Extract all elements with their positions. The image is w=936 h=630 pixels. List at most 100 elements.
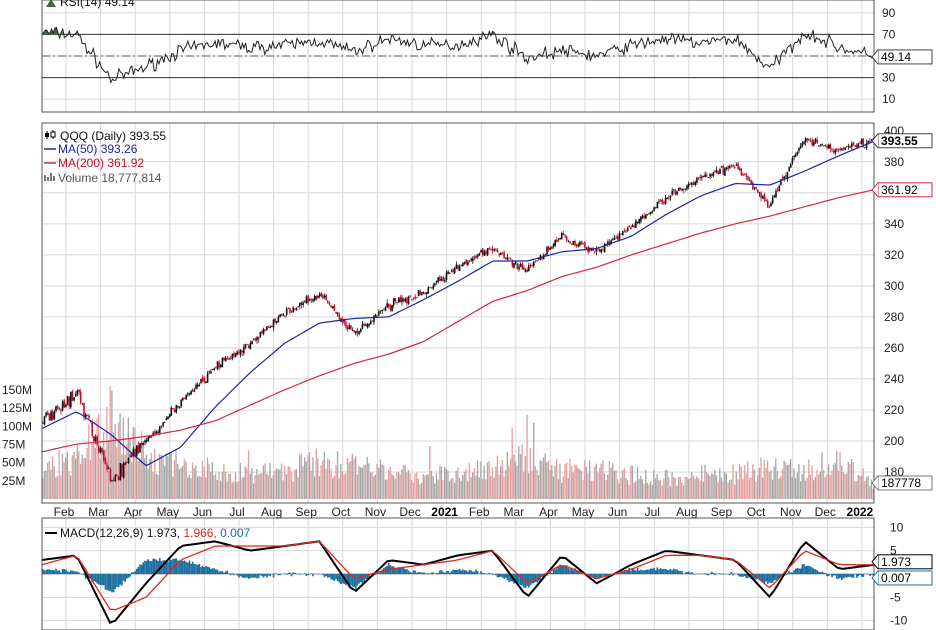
candle-body (414, 296, 416, 299)
macd-histogram-bar (256, 574, 258, 579)
volume-bar (180, 468, 182, 499)
candle-body (106, 464, 108, 470)
volume-bar (358, 466, 360, 499)
volume-bar (582, 480, 584, 499)
rsi-legend-text: RSI(14) 49.14 (60, 0, 135, 9)
candle-body (66, 396, 69, 405)
macd-histogram-bar (592, 574, 594, 577)
candle-body (725, 167, 728, 170)
volume-bar (399, 474, 401, 499)
x-axis-label: Apr (539, 505, 558, 519)
volume-bar (251, 468, 253, 499)
volume-bar (704, 464, 706, 499)
candle-body (271, 325, 273, 327)
volume-bar (374, 474, 377, 499)
candle-body (368, 324, 370, 326)
price-legend-title: QQQ (Daily) 393.55 (60, 129, 166, 143)
candle-body (42, 422, 44, 424)
volume-bar (312, 457, 314, 499)
macd-histogram-bar (266, 574, 268, 578)
x-axis-label: Jul (645, 505, 660, 519)
macd-histogram-bar (452, 569, 454, 574)
candle-body (859, 142, 861, 144)
price-tick-label: 300 (884, 279, 904, 293)
volume-bar (734, 484, 736, 499)
macd-histogram-bar (440, 570, 443, 574)
candle-body (623, 230, 626, 232)
volume-bar (112, 432, 115, 499)
candle-body (107, 468, 110, 469)
macd-histogram-bar (617, 573, 619, 574)
candle-body (834, 149, 837, 154)
volume-bar (104, 449, 106, 499)
volume-bar (569, 458, 571, 499)
volume-bar (429, 445, 431, 499)
volume-bar (241, 477, 243, 499)
candle-body (661, 199, 664, 204)
macd-histogram-bar (806, 565, 809, 574)
candle-body (559, 238, 561, 240)
volume-bar (649, 481, 652, 499)
candle-body (388, 303, 390, 307)
candle-body (187, 393, 189, 395)
candle-body (481, 248, 484, 256)
candle-body (238, 351, 240, 353)
macd-histogram-bar (401, 567, 403, 574)
macd-histogram-bar (676, 569, 678, 574)
candle-body (666, 198, 668, 199)
candle-body (659, 200, 662, 201)
volume-bar (381, 464, 383, 499)
volume-bar (275, 468, 278, 499)
macd-histogram-bar (630, 570, 632, 574)
volume-bar (163, 465, 166, 499)
volume-bar (717, 482, 719, 499)
volume-bar (712, 474, 714, 499)
candle-body (84, 414, 87, 418)
macd-histogram-bar (628, 568, 631, 574)
volume-bar (165, 453, 167, 499)
volume-bar (376, 464, 378, 499)
volume-bar (257, 474, 260, 499)
volume-bar (175, 451, 177, 499)
x-axis-label: Jul (229, 505, 244, 519)
volume-bar (48, 460, 50, 499)
macd-histogram-bar (531, 574, 533, 584)
volume-bar (129, 438, 131, 499)
macd-histogram-bar (706, 574, 708, 575)
candle-body (696, 178, 698, 183)
candle-body (383, 309, 385, 311)
macd-histogram-bar (712, 572, 715, 574)
volume-bar (570, 466, 573, 499)
macd-histogram-bar (188, 560, 191, 574)
candle-body (109, 469, 112, 481)
candle-body (490, 249, 492, 250)
volume-bar (386, 479, 388, 499)
candle-body (511, 260, 514, 267)
volume-bar (378, 467, 380, 499)
volume-bar (289, 466, 291, 499)
macd-histogram-bar (633, 569, 636, 574)
volume-bar (626, 480, 629, 499)
macd-histogram-bar (673, 568, 675, 574)
volume-bar (191, 462, 194, 499)
macd-histogram-bar (557, 567, 560, 574)
volume-bar (500, 466, 502, 499)
volume-value-tag-pointer (871, 475, 879, 491)
candle-body (804, 138, 807, 143)
macd-histogram-bar (819, 572, 822, 574)
candle-body (480, 250, 482, 253)
rsi-line (41, 26, 875, 84)
candle-body (360, 328, 362, 332)
macd-histogram-bar (119, 574, 122, 585)
volume-bar (786, 465, 789, 499)
candle-body (93, 436, 95, 442)
volume-bar (819, 471, 821, 499)
candle-body (569, 241, 571, 244)
macd-histogram-bar (122, 574, 125, 581)
x-axis-label: Feb (469, 505, 490, 519)
macd-histogram-bar (200, 566, 202, 574)
volume-bar (821, 452, 823, 499)
candle-body (406, 297, 408, 304)
candle-body (495, 249, 497, 251)
